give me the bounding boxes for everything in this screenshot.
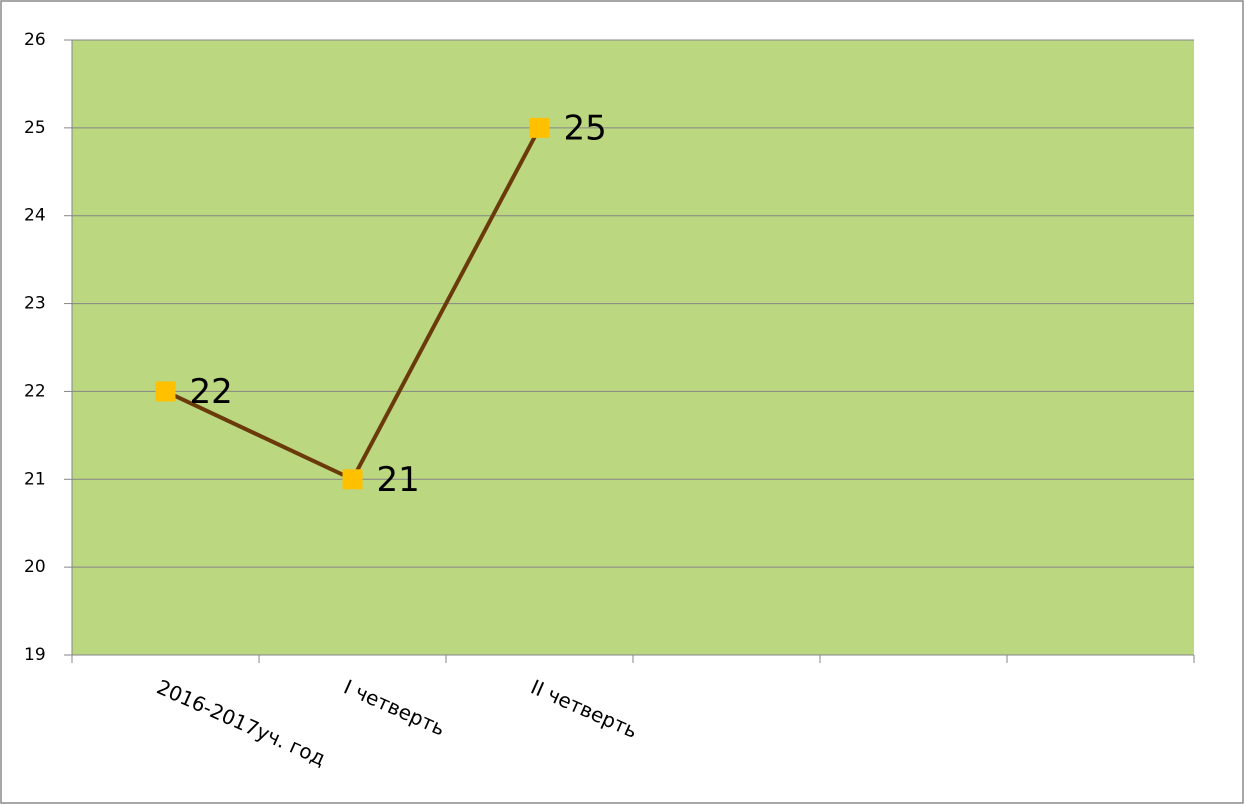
marker xyxy=(155,381,176,402)
data-label: 25 xyxy=(564,108,607,148)
y-tick-label: 22 xyxy=(24,381,46,401)
data-label: 21 xyxy=(377,460,420,500)
y-tick-label: 21 xyxy=(24,469,46,489)
y-tick-label: 23 xyxy=(24,294,46,314)
y-tick-label: 26 xyxy=(24,30,46,50)
y-tick-label: 20 xyxy=(24,557,46,577)
marker xyxy=(529,117,550,138)
y-tick-label: 25 xyxy=(24,118,46,138)
marker xyxy=(342,469,363,490)
y-tick-label: 19 xyxy=(24,645,46,665)
data-label: 22 xyxy=(190,372,233,412)
y-tick-label: 24 xyxy=(24,206,46,226)
plot-area xyxy=(72,40,1194,655)
